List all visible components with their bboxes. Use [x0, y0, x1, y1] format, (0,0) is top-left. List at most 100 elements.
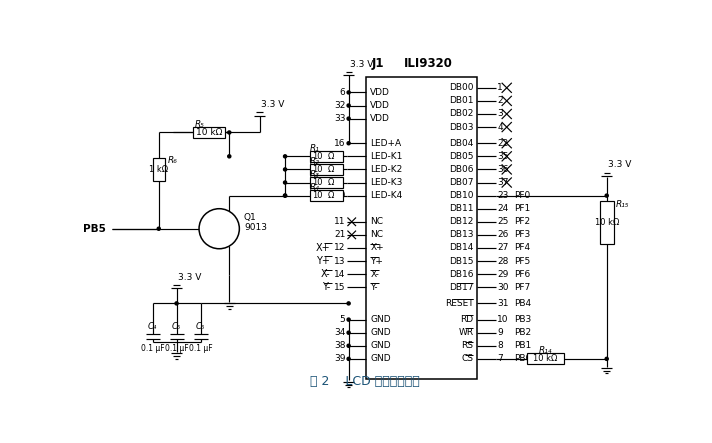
Text: 1 kΩ: 1 kΩ	[150, 165, 168, 174]
Text: PF4: PF4	[515, 244, 530, 253]
Bar	[600, 201, 614, 244]
Circle shape	[283, 194, 287, 197]
Text: 3.3 V: 3.3 V	[178, 273, 201, 282]
Text: LED-K1: LED-K1	[370, 152, 403, 161]
Text: DB15: DB15	[449, 256, 473, 265]
Text: 10: 10	[313, 165, 323, 174]
Text: GND: GND	[370, 315, 391, 324]
Text: DB10: DB10	[449, 191, 473, 200]
Text: Ω: Ω	[328, 191, 334, 200]
Text: 14: 14	[334, 270, 345, 279]
Text: Y-: Y-	[370, 283, 378, 292]
Text: PF1: PF1	[515, 204, 530, 213]
Text: 0.1 μF: 0.1 μF	[141, 344, 164, 353]
Text: DB16: DB16	[449, 270, 473, 279]
Text: DB14: DB14	[449, 244, 473, 253]
Text: 3.3 V: 3.3 V	[608, 160, 632, 169]
Text: 31: 31	[498, 299, 509, 308]
Bar	[527, 354, 564, 364]
Circle shape	[347, 331, 350, 334]
Bar	[152, 158, 165, 181]
Text: 33: 33	[334, 114, 345, 123]
Text: PB0: PB0	[515, 354, 532, 363]
Text: PF7: PF7	[515, 283, 530, 292]
Text: 16: 16	[334, 139, 345, 148]
Text: 6: 6	[340, 88, 345, 97]
Circle shape	[347, 358, 350, 361]
Text: R₅: R₅	[194, 120, 204, 128]
Text: 17: 17	[334, 152, 345, 161]
Text: GND: GND	[370, 341, 391, 350]
Text: 3.3 V: 3.3 V	[350, 59, 374, 69]
Text: 18: 18	[334, 165, 345, 174]
Text: LED-K2: LED-K2	[370, 165, 402, 174]
Text: DB01: DB01	[449, 97, 473, 105]
Text: 0.1 μF: 0.1 μF	[189, 344, 212, 353]
Text: 15: 15	[334, 283, 345, 292]
Circle shape	[175, 302, 178, 305]
Text: 0.1 μF: 0.1 μF	[164, 344, 189, 353]
Circle shape	[347, 318, 350, 321]
Text: R₂: R₂	[310, 157, 320, 166]
Text: R₄: R₄	[310, 183, 320, 192]
Text: 30: 30	[498, 283, 509, 292]
Text: J1: J1	[372, 57, 384, 70]
Text: 2: 2	[498, 97, 503, 105]
Text: 19: 19	[334, 178, 345, 187]
Text: 10: 10	[313, 152, 323, 161]
Circle shape	[283, 181, 287, 184]
Text: NC: NC	[370, 230, 383, 239]
Text: NC: NC	[370, 217, 383, 226]
Polygon shape	[224, 242, 229, 246]
Text: Y-: Y-	[322, 282, 330, 292]
Text: 25: 25	[498, 217, 509, 226]
Text: Ω: Ω	[328, 152, 334, 161]
Circle shape	[283, 168, 287, 171]
Text: RESET: RESET	[445, 299, 473, 308]
Circle shape	[347, 344, 350, 347]
Bar	[310, 164, 343, 175]
Circle shape	[605, 194, 608, 197]
Text: C₄: C₄	[148, 322, 157, 331]
Text: R₁₅: R₁₅	[616, 200, 629, 210]
Text: R₁₄: R₁₄	[539, 346, 553, 355]
Text: PF6: PF6	[515, 270, 530, 279]
Text: DB04: DB04	[449, 139, 473, 148]
Text: ILI9320: ILI9320	[404, 57, 453, 70]
Text: DB07: DB07	[449, 178, 473, 187]
Text: 3.3 V: 3.3 V	[261, 101, 284, 109]
Text: 39: 39	[334, 354, 345, 363]
Text: 10 kΩ: 10 kΩ	[595, 218, 619, 227]
Circle shape	[283, 194, 287, 197]
Text: 24: 24	[498, 204, 508, 213]
Text: C₆: C₆	[196, 322, 205, 331]
Text: VDD: VDD	[370, 114, 390, 123]
Text: PB4: PB4	[515, 299, 532, 308]
Text: R₆: R₆	[168, 155, 178, 165]
Text: 图 2    LCD 显示屏电路图: 图 2 LCD 显示屏电路图	[310, 375, 420, 388]
Text: LED+A: LED+A	[370, 139, 402, 148]
Text: DB00: DB00	[449, 83, 473, 92]
Text: VDD: VDD	[370, 101, 390, 110]
Bar	[310, 177, 343, 188]
Text: DB02: DB02	[449, 109, 473, 118]
Text: 10: 10	[313, 178, 323, 187]
Text: C₅: C₅	[172, 322, 181, 331]
Text: 20: 20	[334, 191, 345, 200]
Bar	[367, 77, 476, 379]
Text: X+: X+	[370, 244, 384, 253]
Circle shape	[605, 358, 608, 361]
Text: 26: 26	[498, 230, 509, 239]
Text: Q1: Q1	[244, 214, 257, 222]
Text: X-: X-	[370, 270, 379, 279]
Text: 29: 29	[498, 270, 509, 279]
Circle shape	[347, 104, 350, 107]
Text: Y+: Y+	[316, 256, 330, 266]
Text: R₁: R₁	[310, 144, 320, 153]
Text: X+: X+	[315, 243, 330, 253]
Text: 10 kΩ: 10 kΩ	[196, 128, 222, 137]
Text: Ω: Ω	[328, 178, 334, 187]
Text: PF3: PF3	[515, 230, 530, 239]
Text: LED-K3: LED-K3	[370, 178, 403, 187]
Circle shape	[347, 142, 350, 145]
